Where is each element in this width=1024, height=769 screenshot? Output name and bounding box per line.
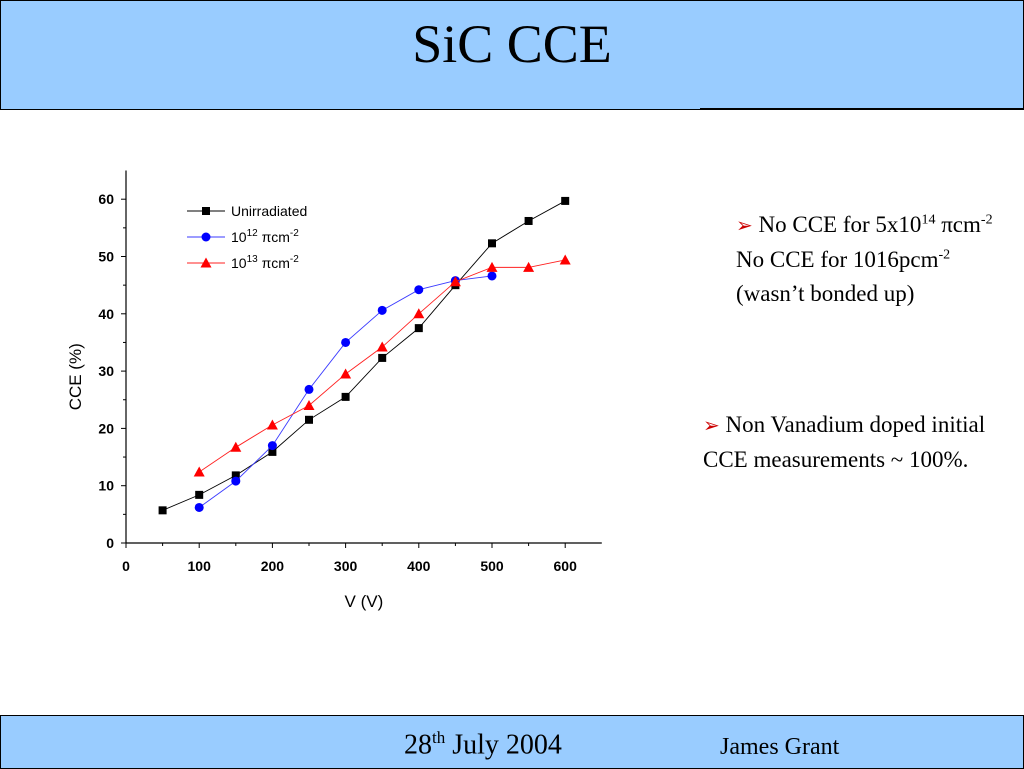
footer-date-rest: July 2004 [445,729,562,761]
data-point-triangle [340,368,352,379]
data-point-triangle [266,419,278,430]
footer-date-day: 28 [404,729,432,761]
x-tick-label: 100 [188,558,212,574]
bullet-sup-neg2: -2 [980,212,993,228]
data-point-triangle [376,341,388,352]
x-axis-title: V (V) [345,592,384,611]
legend-marker-square [202,207,210,215]
slide-title: SiC CCE [412,14,612,74]
series-line-circle [198,275,493,508]
legend-label: 1012 πcm-2 [231,228,299,245]
y-tick-label: 0 [106,535,114,551]
footer-bar [0,715,1024,769]
data-point-square [341,392,350,401]
data-point-triangle [449,276,461,287]
data-point-circle [304,384,314,394]
data-point-circle [341,337,351,347]
x-tick-label: 0 [122,558,130,574]
data-point-square [195,490,204,499]
series-line-square [162,200,566,511]
y-tick-label: 10 [98,478,114,494]
bullet-sup-neg2b: -2 [938,247,951,263]
data-point-square [231,471,240,480]
y-tick-label: 40 [98,306,114,322]
data-point-square [268,447,277,456]
x-tick-label: 200 [261,558,285,574]
bullet-sup-14: 14 [921,212,936,228]
series-line-triangle [198,259,566,473]
data-point-circle [194,502,204,512]
data-point-circle [231,476,241,486]
data-point-circle [487,271,497,281]
data-point-square [158,506,167,515]
data-point-circle [377,305,387,315]
legend-label: Unirradiated [231,203,307,219]
y-axis-title: CCE (%) [66,343,85,410]
legend-marker-circle [201,232,211,242]
bullet-text-1d: (wasn’t bonded up) [736,281,915,306]
x-tick-label: 300 [334,558,358,574]
y-tick-label: 50 [98,249,114,265]
title-divider [700,108,1024,110]
data-point-triangle [230,441,242,452]
data-point-square [305,415,313,424]
title-bar: SiC CCE [0,0,1024,110]
x-tick-label: 500 [480,558,504,574]
x-tick-label: 600 [554,558,578,574]
y-tick-label: 20 [98,420,114,436]
legend-marker-triangle [200,257,212,268]
bullet-no-cce: ➢ No CCE for 5x1014 πcm-2 No CCE for 101… [736,208,996,311]
bullet-text-1a: No CCE for 5x10 [758,212,922,237]
data-point-circle [267,441,277,451]
data-point-circle [414,285,424,295]
data-point-triangle [413,308,425,319]
bullet-text-2: Non Vanadium doped initial CCE measureme… [703,412,986,472]
chart-root: 0 100 200 300 400 500 600 0 10 20 30 40 50 60 V (V) CCE… [66,170,602,611]
data-point-square [488,239,496,248]
footer-author: James Grant [720,734,840,760]
data-point-square [524,216,533,225]
data-point-triangle [523,261,535,272]
data-point-triangle [486,261,498,272]
data-point-triangle [193,466,205,477]
legend-label: 1013 πcm-2 [231,254,299,271]
data-point-square [561,196,570,205]
footer-date: 28th July 2004 [404,728,562,761]
bullet-arrow-icon: ➢ [703,415,720,437]
data-point-triangle [559,254,571,265]
data-point-square [378,353,387,362]
y-tick-label: 60 [98,191,114,207]
footer-date-suffix: th [432,728,446,747]
bullet-non-vanadium: ➢ Non Vanadium doped initial CCE measure… [703,408,1003,477]
data-point-square [414,324,423,333]
data-point-triangle [303,399,315,410]
bullet-text-1b: πcm [935,212,981,237]
y-tick-label: 30 [98,363,114,379]
bullet-arrow-icon: ➢ [736,215,753,237]
bullet-text-1c: No CCE for 1016pcm [736,247,939,272]
x-tick-label: 400 [407,558,431,574]
